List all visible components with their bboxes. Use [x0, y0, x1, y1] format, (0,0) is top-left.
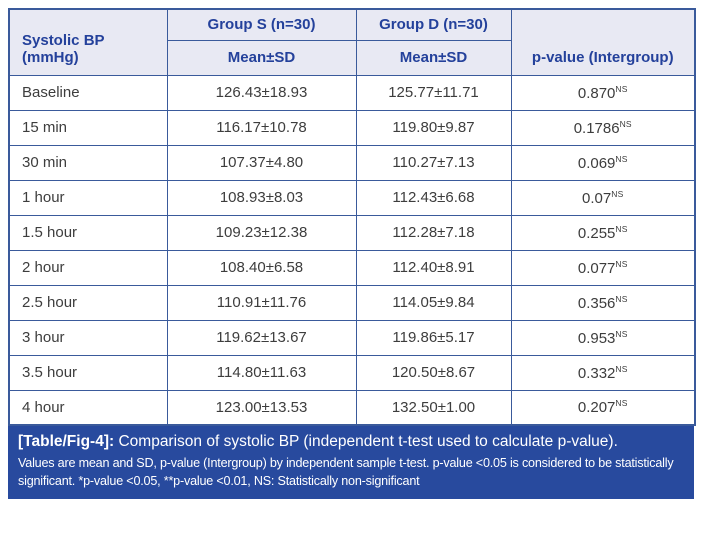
table-row: 2.5 hour 110.91±11.76 114.05±9.84 0.356NS: [8, 284, 696, 321]
time-point-cell: Baseline: [8, 74, 168, 111]
group-s-value-cell: 108.40±6.58: [166, 249, 357, 286]
p-value-cell: 0.332NS: [510, 354, 696, 391]
group-s-value-cell: 123.00±13.53: [166, 389, 357, 426]
time-point-cell: 1 hour: [8, 179, 168, 216]
p-value-cell: 0.953NS: [510, 319, 696, 356]
table-row: 15 min 116.17±10.78 119.80±9.87 0.1786NS: [8, 109, 696, 146]
group-s-value-cell: 110.91±11.76: [166, 284, 357, 321]
time-point-cell: 2 hour: [8, 249, 168, 286]
p-value: 0.207: [577, 399, 616, 417]
table-row: 1 hour 108.93±8.03 112.43±6.68 0.07NS: [8, 179, 696, 216]
significance-superscript: NS: [615, 223, 628, 234]
p-value: 0.07: [582, 189, 612, 207]
p-value: 0.356: [577, 294, 616, 312]
significance-superscript: NS: [615, 293, 628, 304]
column-header-group-s: Group S (n=30): [166, 8, 357, 41]
group-s-value-cell: 107.37±4.80: [166, 144, 357, 181]
significance-superscript: NS: [611, 188, 624, 199]
group-s-value-cell: 126.43±18.93: [166, 74, 357, 111]
p-value-cell: 0.07NS: [510, 179, 696, 216]
p-value-cell: 0.069NS: [510, 144, 696, 181]
time-point-cell: 30 min: [8, 144, 168, 181]
caption-text: Comparison of systolic BP (independent t…: [118, 433, 618, 450]
group-s-value-cell: 116.17±10.78: [166, 109, 357, 146]
group-s-value-cell: 108.93±8.03: [166, 179, 357, 216]
table-body: Baseline 126.43±18.93 125.77±11.71 0.870NS 1…: [8, 74, 696, 426]
table-header: Systolic BP (mmHg) Group S (n=30) Group …: [8, 8, 696, 76]
significance-superscript: NS: [615, 83, 628, 94]
column-header-systolic-bp: Systolic BP (mmHg): [8, 8, 168, 76]
p-value-cell: 0.207NS: [510, 389, 696, 426]
header-row-groups: Systolic BP (mmHg) Group S (n=30) Group …: [8, 8, 696, 76]
table-row: 4 hour 123.00±13.53 132.50±1.00 0.207NS: [8, 389, 696, 426]
significance-superscript: NS: [619, 118, 632, 129]
p-value: 0.332: [577, 364, 616, 382]
table-row: 1.5 hour 109.23±12.38 112.28±7.18 0.255NS: [8, 214, 696, 251]
table-caption-bar: [Table/Fig-4]: Comparison of systolic BP…: [8, 426, 694, 499]
p-value: 0.953: [577, 329, 616, 347]
significance-superscript: NS: [615, 153, 628, 164]
significance-superscript: NS: [615, 398, 628, 409]
subheader-mean-sd-group-s: Mean±SD: [166, 39, 357, 76]
p-value-cell: 0.870NS: [510, 74, 696, 111]
group-d-value-cell: 125.77±11.71: [355, 74, 512, 111]
group-d-value-cell: 112.43±6.68: [355, 179, 512, 216]
header-row-subheaders: Mean±SD Mean±SD: [9, 39, 695, 76]
time-point-cell: 2.5 hour: [8, 284, 168, 321]
p-value-cell: 0.356NS: [510, 284, 696, 321]
p-value: 0.870: [577, 84, 616, 102]
group-d-value-cell: 119.86±5.17: [355, 319, 512, 356]
caption: [Table/Fig-4]: Comparison of systolic BP…: [18, 432, 684, 452]
table-row: 3.5 hour 114.80±11.63 120.50±8.67 0.332NS: [8, 354, 696, 391]
group-d-value-cell: 114.05±9.84: [355, 284, 512, 321]
p-value: 0.069: [577, 154, 616, 172]
p-value: 0.255: [577, 224, 616, 242]
significance-superscript: NS: [615, 328, 628, 339]
time-point-cell: 3 hour: [8, 319, 168, 356]
significance-superscript: NS: [615, 258, 628, 269]
group-s-value-cell: 119.62±13.67: [166, 319, 357, 356]
footnote: Values are mean and SD, p-value (Intergr…: [18, 456, 674, 489]
group-s-value-cell: 109.23±12.38: [166, 214, 357, 251]
column-header-p-value: p-value (Intergroup): [510, 8, 696, 76]
p-value: 0.1786: [573, 119, 620, 137]
table-row: 30 min 107.37±4.80 110.27±7.13 0.069NS: [8, 144, 696, 181]
time-point-cell: 4 hour: [8, 389, 168, 426]
p-value-cell: 0.255NS: [510, 214, 696, 251]
p-value-cell: 0.077NS: [510, 249, 696, 286]
significance-superscript: NS: [615, 363, 628, 374]
time-point-cell: 3.5 hour: [8, 354, 168, 391]
group-d-value-cell: 112.28±7.18: [355, 214, 512, 251]
systolic-bp-table: Systolic BP (mmHg) Group S (n=30) Group …: [8, 8, 696, 426]
group-d-value-cell: 120.50±8.67: [355, 354, 512, 391]
table-row: 2 hour 108.40±6.58 112.40±8.91 0.077NS: [8, 249, 696, 286]
group-d-value-cell: 119.80±9.87: [355, 109, 512, 146]
group-s-value-cell: 114.80±11.63: [166, 354, 357, 391]
time-point-cell: 15 min: [8, 109, 168, 146]
subheader-mean-sd-group-d: Mean±SD: [355, 39, 512, 76]
table-row: 3 hour 119.62±13.67 119.86±5.17 0.953NS: [8, 319, 696, 356]
group-d-value-cell: 132.50±1.00: [355, 389, 512, 426]
column-header-group-d: Group D (n=30): [355, 8, 512, 41]
table-row: Baseline 126.43±18.93 125.77±11.71 0.870NS: [8, 74, 696, 111]
time-point-cell: 1.5 hour: [8, 214, 168, 251]
p-value-cell: 0.1786NS: [510, 109, 696, 146]
caption-tag: [Table/Fig-4]:: [18, 433, 115, 450]
group-d-value-cell: 110.27±7.13: [355, 144, 512, 181]
group-d-value-cell: 112.40±8.91: [355, 249, 512, 286]
p-value: 0.077: [577, 259, 616, 277]
